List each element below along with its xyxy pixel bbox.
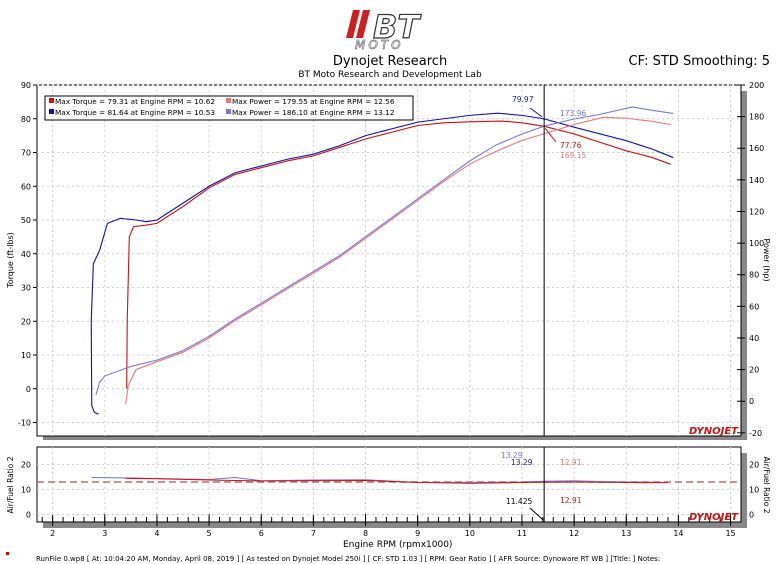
frame-shadow xyxy=(43,436,747,440)
x-tick-label: 14 xyxy=(673,529,683,538)
series-line-4 xyxy=(125,116,671,405)
y2-tick-label: 20 xyxy=(749,366,759,375)
report-title: Dynojet Research xyxy=(332,54,448,69)
x-tick-label: 15 xyxy=(725,529,735,538)
y2-tick-label: 140 xyxy=(749,176,764,185)
x-tick-label: 6 xyxy=(259,529,264,538)
report-subtitle: BT Moto Research and Development Lab xyxy=(298,70,482,80)
x-tick-label: 4 xyxy=(154,529,159,538)
y-tick-label: 20 xyxy=(21,317,31,326)
cursor-value-label: 13.29 xyxy=(501,451,523,460)
x-tick-label: 13 xyxy=(621,529,631,538)
y2-tick-label: 10 xyxy=(749,486,759,495)
x-axis-label: Engine RPM (rpmx1000) xyxy=(343,540,453,550)
x-tick-label: 2 xyxy=(50,529,55,538)
y2-tick-label: -20 xyxy=(749,429,762,438)
y-tick-label: 50 xyxy=(21,216,31,225)
legend-entry: Max Torque = 81.64 at Engine RPM = 10.53 xyxy=(55,108,215,117)
y-tick-label: 10 xyxy=(21,486,31,495)
y2-tick-label: 60 xyxy=(749,302,759,311)
cf-info: CF: STD Smoothing: 5 xyxy=(628,54,770,69)
svg-text:MOTO: MOTO xyxy=(355,38,404,50)
legend-swatch xyxy=(49,109,54,114)
x-tick-label: 8 xyxy=(363,529,368,538)
legend-entry: Max Torque = 79.31 at Engine RPM = 10.62 xyxy=(55,97,215,106)
frame-shadow xyxy=(43,522,747,528)
torque-power-chart: -10 0 10 20 30 40 50 60 70 80 90 -20 0 20 40 60 80 100 120… xyxy=(6,81,771,440)
y-axis-label: Torque (ft-lbs) xyxy=(6,232,15,289)
x-tick-label: 12 xyxy=(569,529,579,538)
y-tick-label: 10 xyxy=(21,351,31,360)
y-tick-label: 30 xyxy=(21,284,31,293)
y2-axis-label: Power (hp) xyxy=(762,238,771,281)
y-tick-label: 80 xyxy=(21,115,31,124)
cursor-value-label: 79.97 xyxy=(512,95,534,104)
y-tick-label: 70 xyxy=(21,149,31,158)
plot-frame xyxy=(36,446,742,523)
legend-entry: Max Power = 179.55 at Engine RPM = 12.56 xyxy=(232,97,395,106)
annotation-arrow xyxy=(529,507,544,521)
legend-swatch xyxy=(226,98,231,103)
annotation-arrow xyxy=(544,127,557,143)
y-tick-label: 60 xyxy=(21,182,31,191)
y2-tick-label: 180 xyxy=(749,113,764,122)
legend-entry: Max Power = 186.10 at Engine RPM = 13.12 xyxy=(232,108,394,117)
legend-swatch xyxy=(49,98,54,103)
cursor-value-label: 169.15 xyxy=(560,151,586,160)
y-tick-label: 90 xyxy=(21,81,31,90)
y2-tick-label: 200 xyxy=(749,81,764,90)
cursor-value-label: 12.91 xyxy=(560,458,582,467)
afr-series-line-2 xyxy=(125,477,668,484)
annotation-arrow xyxy=(529,107,543,118)
y2-tick-label: 0 xyxy=(749,511,754,520)
series-line-3 xyxy=(95,106,674,396)
y2-tick-label: 160 xyxy=(749,144,764,153)
y-tick-label: 20 xyxy=(21,461,31,470)
x-tick-label: 11 xyxy=(517,529,527,538)
y-axis-label: Air/Fuel Ratio 2 xyxy=(6,456,15,513)
dynojet-watermark: DYNOJET xyxy=(689,512,739,523)
svg-text:BT: BT xyxy=(373,8,421,46)
y2-tick-label: 120 xyxy=(749,207,764,216)
y2-axis-label: Air/Fuel Ratio 2 xyxy=(762,457,771,514)
x-tick-label: 10 xyxy=(465,529,475,538)
footer-marker xyxy=(6,552,9,555)
y2-tick-label: 100 xyxy=(749,239,764,248)
cursor-value-label: 12.91 xyxy=(560,496,582,505)
x-tick-label: 5 xyxy=(207,529,212,538)
frame-shadow xyxy=(741,91,747,440)
series-line-2 xyxy=(126,120,671,389)
y-tick-label: 40 xyxy=(21,250,31,259)
y2-tick-label: 40 xyxy=(749,334,759,343)
cursor-rpm-label: 11.425 xyxy=(506,497,532,506)
x-tick-label: 3 xyxy=(102,529,107,538)
run-info-footer: RunFile 0.wp8 [ At: 10:04:20 AM, Monday,… xyxy=(36,555,661,563)
frame-shadow xyxy=(741,453,747,528)
dynojet-watermark: DYNOJET xyxy=(689,426,739,437)
y2-tick-label: 0 xyxy=(749,397,754,406)
y-tick-label: -10 xyxy=(18,419,31,428)
x-tick-label: 9 xyxy=(415,529,420,538)
y-tick-label: 0 xyxy=(26,385,31,394)
y2-tick-label: 80 xyxy=(749,271,759,280)
cursor-value-label: 77.76 xyxy=(560,141,582,150)
y2-tick-label: 20 xyxy=(749,461,759,470)
cursor-value-label: 13.29 xyxy=(511,458,533,467)
plot-frame xyxy=(36,84,742,437)
x-tick-label: 7 xyxy=(311,529,316,538)
bt-moto-logo: BT MOTO xyxy=(346,8,422,50)
cursor-value-label: 173.96 xyxy=(560,109,586,118)
legend-swatch xyxy=(226,109,231,114)
y-tick-label: 0 xyxy=(26,511,31,520)
